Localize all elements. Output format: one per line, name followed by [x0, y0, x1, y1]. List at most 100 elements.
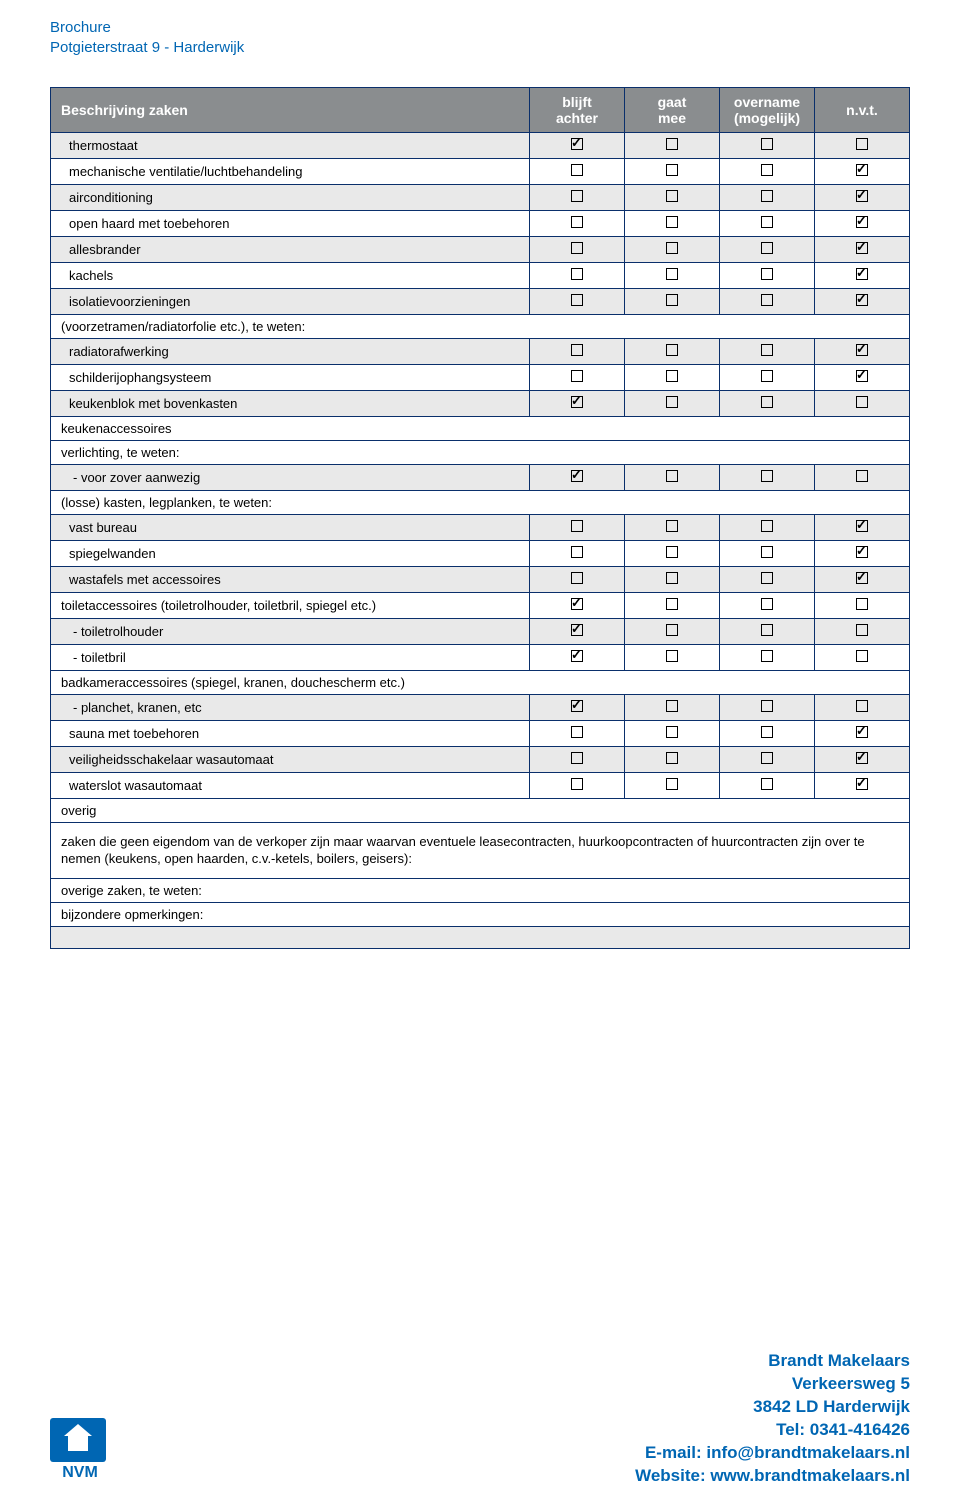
row-label: - toiletbril	[51, 644, 530, 670]
checkbox-cell	[625, 772, 720, 798]
row-label: open haard met toebehoren	[51, 210, 530, 236]
checkbox-empty-icon	[856, 650, 868, 662]
checkbox-empty-icon	[666, 190, 678, 202]
table-row: open haard met toebehoren	[51, 210, 910, 236]
checkbox-cell	[530, 132, 625, 158]
checkbox-cell	[815, 158, 910, 184]
checkbox-empty-icon	[761, 520, 773, 532]
checkbox-checked-icon	[856, 778, 868, 790]
checkbox-checked-icon	[856, 546, 868, 558]
checkbox-cell	[530, 236, 625, 262]
checkbox-empty-icon	[666, 778, 678, 790]
row-label: toiletaccessoires (toiletrolhouder, toil…	[51, 592, 530, 618]
checkbox-cell	[625, 618, 720, 644]
row-label: allesbrander	[51, 236, 530, 262]
checkbox-cell	[625, 592, 720, 618]
checkbox-empty-icon	[666, 546, 678, 558]
checkbox-checked-icon	[856, 216, 868, 228]
checkbox-empty-icon	[856, 598, 868, 610]
col-overname: overname(mogelijk)	[720, 87, 815, 132]
table-row: isolatievoorzieningen	[51, 288, 910, 314]
table-row: - toiletrolhouder	[51, 618, 910, 644]
checkbox-cell	[530, 262, 625, 288]
checkbox-cell	[625, 184, 720, 210]
checkbox-cell	[815, 772, 910, 798]
checkbox-cell	[720, 364, 815, 390]
row-label: veiligheidsschakelaar wasautomaat	[51, 746, 530, 772]
checkbox-cell	[815, 236, 910, 262]
row-label: isolatievoorzieningen	[51, 288, 530, 314]
row-label: - toiletrolhouder	[51, 618, 530, 644]
table-row: (losse) kasten, legplanken, te weten:	[51, 490, 910, 514]
checkbox-cell	[625, 644, 720, 670]
checkbox-cell	[720, 210, 815, 236]
brochure-label: Brochure	[50, 18, 910, 38]
table-row: wastafels met accessoires	[51, 566, 910, 592]
checkbox-empty-icon	[761, 726, 773, 738]
company-website: Website: www.brandtmakelaars.nl	[635, 1465, 910, 1488]
checkbox-empty-icon	[761, 294, 773, 306]
table-row: - planchet, kranen, etc	[51, 694, 910, 720]
checkbox-cell	[530, 338, 625, 364]
checkbox-empty-icon	[761, 572, 773, 584]
checkbox-empty-icon	[571, 344, 583, 356]
checkbox-cell	[625, 390, 720, 416]
checkbox-empty-icon	[571, 268, 583, 280]
checkbox-cell	[625, 540, 720, 566]
checkbox-cell	[530, 158, 625, 184]
checkbox-cell	[720, 540, 815, 566]
company-name: Brandt Makelaars	[635, 1350, 910, 1373]
checkbox-empty-icon	[856, 396, 868, 408]
checkbox-empty-icon	[761, 164, 773, 176]
checkbox-empty-icon	[761, 396, 773, 408]
col-description: Beschrijving zaken	[51, 87, 530, 132]
checkbox-empty-icon	[666, 572, 678, 584]
checkbox-empty-icon	[856, 138, 868, 150]
row-label: waterslot wasautomaat	[51, 772, 530, 798]
page-footer: NVM Brandt Makelaars Verkeersweg 5 3842 …	[50, 1350, 910, 1488]
table-row: toiletaccessoires (toiletrolhouder, toil…	[51, 592, 910, 618]
table-header-row: Beschrijving zaken blijftachter gaatmee …	[51, 87, 910, 132]
empty-row	[51, 926, 910, 948]
row-label: verlichting, te weten:	[51, 440, 910, 464]
row-label: spiegelwanden	[51, 540, 530, 566]
company-info: Brandt Makelaars Verkeersweg 5 3842 LD H…	[635, 1350, 910, 1488]
checkbox-cell	[720, 566, 815, 592]
row-label: mechanische ventilatie/luchtbehandeling	[51, 158, 530, 184]
checkbox-cell	[815, 540, 910, 566]
checkbox-cell	[720, 694, 815, 720]
table-row: thermostaat	[51, 132, 910, 158]
table-row: spiegelwanden	[51, 540, 910, 566]
table-row: mechanische ventilatie/luchtbehandeling	[51, 158, 910, 184]
checkbox-empty-icon	[571, 164, 583, 176]
checkbox-empty-icon	[856, 624, 868, 636]
checkbox-cell	[815, 210, 910, 236]
company-postal: 3842 LD Harderwijk	[635, 1396, 910, 1419]
checkbox-empty-icon	[666, 396, 678, 408]
checkbox-cell	[815, 644, 910, 670]
checkbox-checked-icon	[571, 470, 583, 482]
checkbox-empty-icon	[666, 726, 678, 738]
row-label: radiatorafwerking	[51, 338, 530, 364]
checkbox-cell	[625, 566, 720, 592]
col-gaat-mee: gaatmee	[625, 87, 720, 132]
checkbox-cell	[720, 644, 815, 670]
checkbox-checked-icon	[856, 572, 868, 584]
checkbox-checked-icon	[571, 700, 583, 712]
checkbox-cell	[720, 464, 815, 490]
table-row: veiligheidsschakelaar wasautomaat	[51, 746, 910, 772]
checkbox-cell	[625, 514, 720, 540]
checkbox-empty-icon	[666, 650, 678, 662]
items-table: Beschrijving zaken blijftachter gaatmee …	[50, 87, 910, 949]
checkbox-cell	[625, 464, 720, 490]
checkbox-cell	[815, 464, 910, 490]
checkbox-cell	[530, 566, 625, 592]
row-label: sauna met toebehoren	[51, 720, 530, 746]
row-label: schilderijophangsysteem	[51, 364, 530, 390]
checkbox-cell	[815, 132, 910, 158]
checkbox-cell	[815, 592, 910, 618]
table-row: verlichting, te weten:	[51, 440, 910, 464]
checkbox-empty-icon	[761, 598, 773, 610]
table-row: waterslot wasautomaat	[51, 772, 910, 798]
table-row: keukenblok met bovenkasten	[51, 390, 910, 416]
